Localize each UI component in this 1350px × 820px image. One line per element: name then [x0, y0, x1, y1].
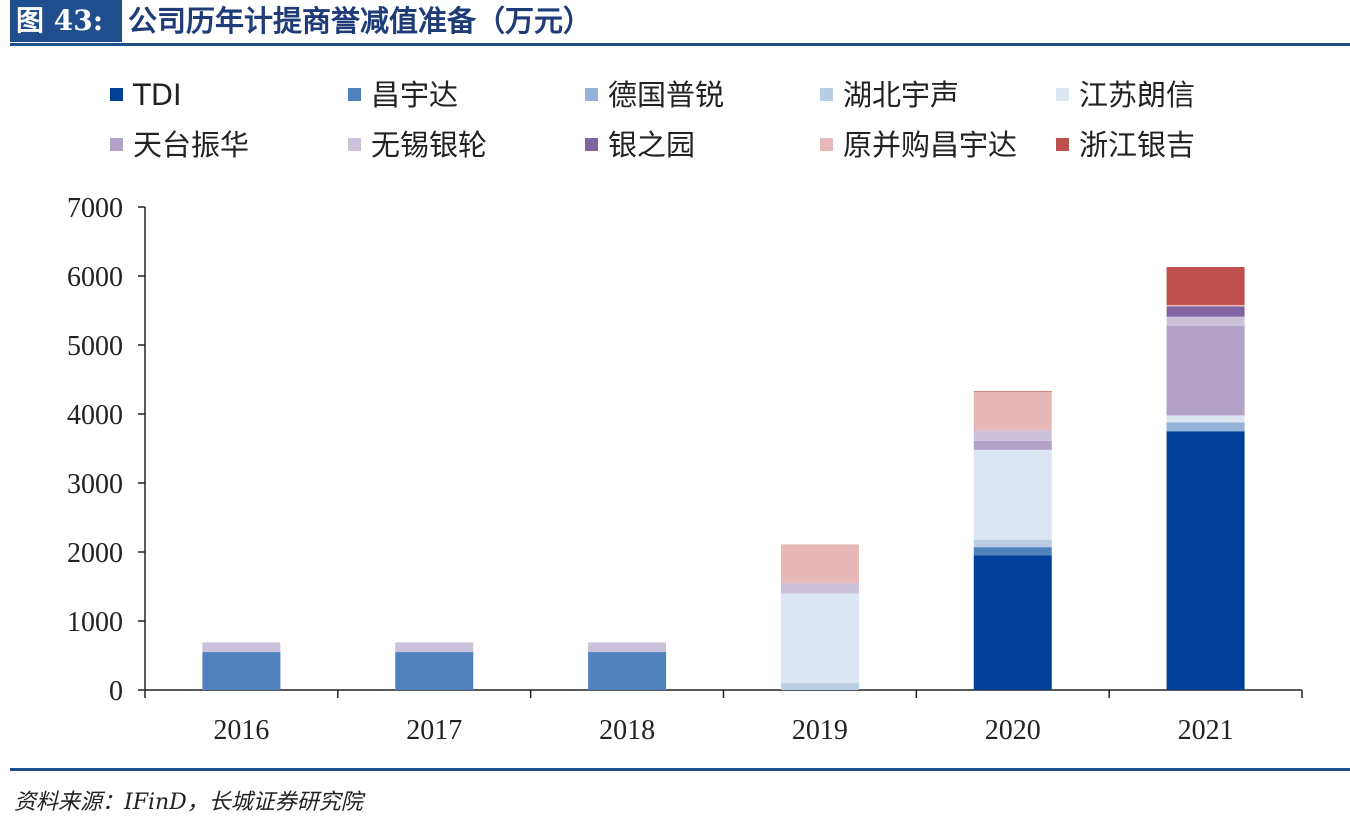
- title-divider: [10, 43, 1350, 46]
- bar-segment: [973, 440, 1052, 450]
- figure-label: 图 43:: [10, 0, 122, 42]
- y-tick-label: 0: [109, 676, 123, 707]
- footer-divider: [10, 768, 1350, 771]
- legend-item: 天台振华: [110, 128, 249, 162]
- bar-segment: [1166, 306, 1245, 317]
- bar-segment: [780, 544, 859, 584]
- x-tick-label: 2020: [985, 715, 1041, 746]
- legend-label: 天台振华: [133, 128, 249, 162]
- y-tick-label: 5000: [67, 331, 123, 362]
- legend-swatch: [110, 138, 123, 151]
- legend-label: 湖北宇声: [843, 78, 959, 112]
- figure-title: 公司历年计提商誉减值准备（万元）: [128, 4, 593, 38]
- legend-item: 湖北宇声: [820, 78, 959, 112]
- x-tick-label: 2016: [213, 715, 269, 746]
- figure-title-bar: 图 43: 公司历年计提商誉减值准备（万元）: [10, 0, 1350, 46]
- legend-item: 昌宇达: [348, 78, 458, 112]
- legend-swatch: [348, 88, 361, 101]
- bar-segment: [395, 652, 474, 690]
- axes: 0 1000 2000 3000 4000 5000 6000 7000 2016 2017 201…: [67, 193, 1303, 746]
- legend-swatch: [820, 88, 833, 101]
- bar-segment: [973, 547, 1052, 556]
- legend-swatch: [110, 88, 123, 101]
- legend-label: 无锡银轮: [371, 128, 487, 162]
- bar-segment: [780, 683, 859, 690]
- bar-segment: [1166, 267, 1245, 305]
- y-tick-label: 7000: [67, 193, 123, 224]
- bar-segment: [1166, 431, 1245, 690]
- bar-segment: [1166, 316, 1245, 326]
- y-tick-label: 6000: [67, 262, 123, 293]
- y-tick-label: 1000: [67, 607, 123, 638]
- legend-swatch: [585, 88, 598, 101]
- bar-segment: [973, 555, 1052, 690]
- legend-swatch: [585, 138, 598, 151]
- bar-segment: [1166, 304, 1245, 307]
- legend-label: 昌宇达: [371, 78, 458, 112]
- bar-segment: [1166, 415, 1245, 423]
- bar-segment: [780, 593, 859, 684]
- bar-segment: [588, 642, 667, 653]
- y-tick-label: 2000: [67, 538, 123, 569]
- bar-segment: [202, 652, 281, 690]
- y-tick-label: 3000: [67, 469, 123, 500]
- bar-segment: [588, 652, 667, 690]
- legend-item: 原并购昌宇达: [820, 128, 1017, 162]
- bar-segment: [973, 539, 1052, 548]
- legend-swatch: [1056, 138, 1069, 151]
- legend-item: 无锡银轮: [348, 128, 487, 162]
- bar-segment: [780, 583, 859, 594]
- bar-segment: [973, 391, 1052, 392]
- source-note: 资料来源：IFinD，长城证券研究院: [14, 790, 363, 815]
- bar-segment: [973, 449, 1052, 540]
- legend-label: 银之园: [608, 128, 695, 162]
- bar-segment: [202, 642, 281, 653]
- legend-label: 德国普锐: [608, 78, 724, 112]
- legend-label: 江苏朗信: [1079, 78, 1195, 112]
- bar-segment: [973, 391, 1052, 431]
- legend-swatch: [348, 138, 361, 151]
- legend-item: 德国普锐: [585, 78, 724, 112]
- legend-item: 银之园: [585, 128, 695, 162]
- legend-item: 浙江银吉: [1056, 128, 1195, 162]
- x-tick-label: 2018: [599, 715, 655, 746]
- legend-item: TDI: [110, 78, 182, 112]
- bars: [202, 267, 1245, 690]
- legend-label: 浙江银吉: [1079, 128, 1195, 162]
- x-tick-label: 2021: [1178, 715, 1234, 746]
- bar-segment: [1166, 422, 1245, 432]
- x-tick-label: 2019: [792, 715, 848, 746]
- legend-swatch: [820, 138, 833, 151]
- bar-segment: [395, 642, 474, 653]
- legend-label: TDI: [132, 78, 182, 112]
- bar-segment: [973, 430, 1052, 441]
- legend-item: 江苏朗信: [1056, 78, 1195, 112]
- y-tick-label: 4000: [67, 400, 123, 431]
- x-tick-label: 2017: [406, 715, 462, 746]
- legend-label: 原并购昌宇达: [843, 128, 1017, 162]
- bar-segment: [1166, 325, 1245, 416]
- legend-swatch: [1056, 88, 1069, 101]
